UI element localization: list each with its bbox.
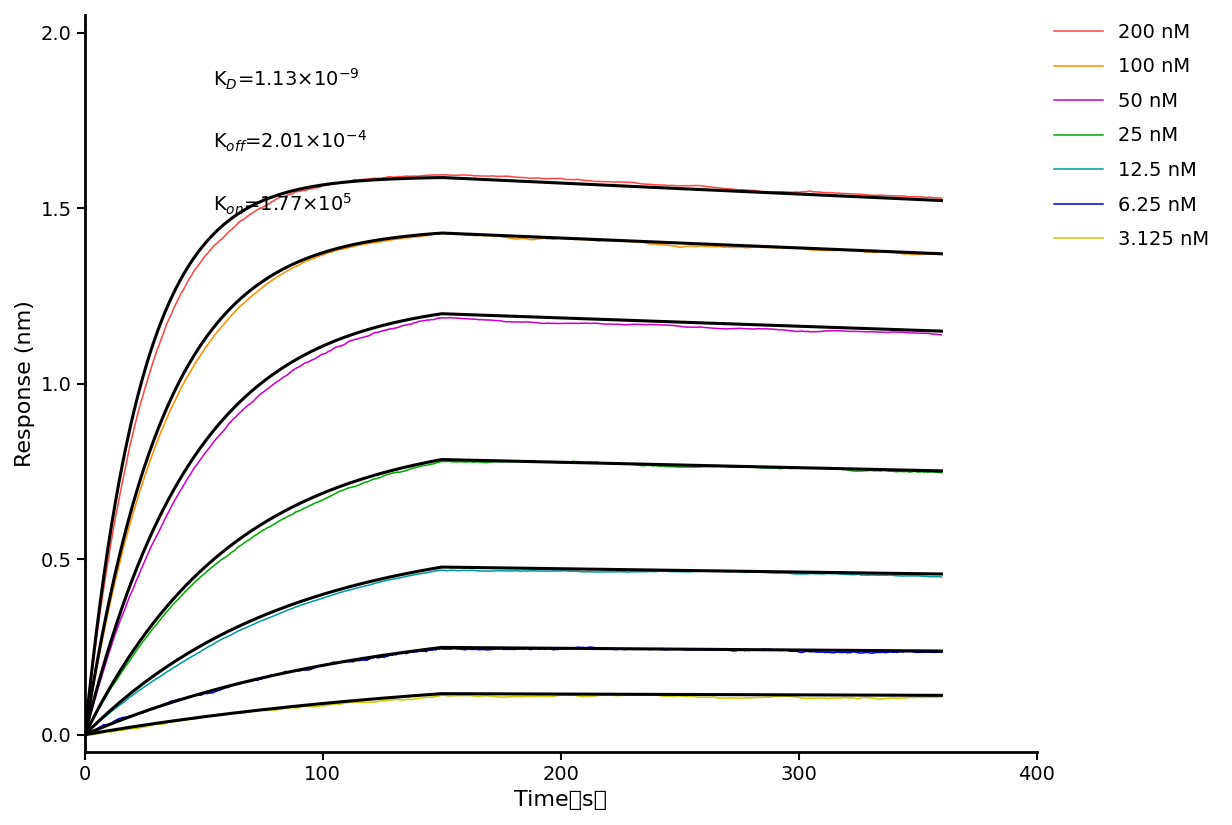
200 nM xyxy=(586,177,601,186)
12.5 nM xyxy=(586,567,601,577)
6.25 nM xyxy=(78,730,92,740)
6.25 nM xyxy=(572,642,586,652)
200 nM xyxy=(432,170,447,180)
Text: K$_{on}$=1.77×10$^5$: K$_{on}$=1.77×10$^5$ xyxy=(213,192,352,217)
3.125 nM xyxy=(250,706,265,716)
Line: 12.5 nM: 12.5 nM xyxy=(85,570,941,735)
6.25 nM xyxy=(250,676,265,686)
Line: 50 nM: 50 nM xyxy=(85,318,941,735)
Text: K$_{off}$=2.01×10$^{-4}$: K$_{off}$=2.01×10$^{-4}$ xyxy=(213,130,367,154)
6.25 nM xyxy=(934,648,949,658)
25 nM xyxy=(586,457,601,467)
6.25 nM xyxy=(439,644,453,654)
100 nM xyxy=(934,249,949,259)
12.5 nM xyxy=(78,730,92,740)
100 nM xyxy=(586,236,601,246)
25 nM xyxy=(526,455,541,465)
25 nM xyxy=(250,529,265,539)
200 nM xyxy=(707,182,722,192)
200 nM xyxy=(250,205,265,214)
Line: 3.125 nM: 3.125 nM xyxy=(85,695,941,735)
50 nM xyxy=(439,313,453,323)
Line: 6.25 nM: 6.25 nM xyxy=(85,647,941,735)
12.5 nM xyxy=(707,567,722,577)
100 nM xyxy=(78,730,92,740)
Line: 200 nM: 200 nM xyxy=(85,175,941,735)
3.125 nM xyxy=(707,692,722,702)
50 nM xyxy=(425,314,440,324)
12.5 nM xyxy=(425,567,440,577)
6.25 nM xyxy=(425,645,440,655)
200 nM xyxy=(428,170,442,180)
3.125 nM xyxy=(429,691,444,701)
50 nM xyxy=(586,318,601,328)
50 nM xyxy=(934,330,949,340)
Line: 25 nM: 25 nM xyxy=(85,460,941,735)
50 nM xyxy=(707,323,722,333)
3.125 nM xyxy=(595,690,610,700)
12.5 nM xyxy=(250,618,265,628)
3.125 nM xyxy=(586,691,601,701)
25 nM xyxy=(425,459,440,469)
25 nM xyxy=(439,456,453,466)
100 nM xyxy=(435,229,450,238)
3.125 nM xyxy=(934,692,949,702)
12.5 nM xyxy=(428,566,442,576)
3.125 nM xyxy=(440,691,455,700)
Line: 100 nM: 100 nM xyxy=(85,233,941,735)
200 nM xyxy=(440,170,455,180)
12.5 nM xyxy=(434,565,448,575)
100 nM xyxy=(428,229,442,239)
100 nM xyxy=(707,242,722,252)
Text: K$_D$=1.13×10$^{-9}$: K$_D$=1.13×10$^{-9}$ xyxy=(213,67,360,92)
200 nM xyxy=(78,730,92,740)
6.25 nM xyxy=(586,643,601,653)
50 nM xyxy=(428,314,442,324)
Legend: 200 nM, 100 nM, 50 nM, 25 nM, 12.5 nM, 6.25 nM, 3.125 nM: 200 nM, 100 nM, 50 nM, 25 nM, 12.5 nM, 6… xyxy=(1046,15,1217,257)
X-axis label: Time（s）: Time（s） xyxy=(514,790,607,810)
3.125 nM xyxy=(79,730,94,740)
12.5 nM xyxy=(440,566,455,576)
3.125 nM xyxy=(78,730,92,740)
100 nM xyxy=(440,229,455,238)
100 nM xyxy=(425,229,440,239)
6.25 nM xyxy=(707,645,722,655)
25 nM xyxy=(934,468,949,478)
100 nM xyxy=(250,287,265,297)
3.125 nM xyxy=(426,692,441,702)
50 nM xyxy=(78,730,92,740)
12.5 nM xyxy=(934,572,949,582)
25 nM xyxy=(428,459,442,469)
50 nM xyxy=(442,313,457,323)
200 nM xyxy=(425,170,440,180)
50 nM xyxy=(250,392,265,402)
25 nM xyxy=(707,462,722,472)
200 nM xyxy=(934,193,949,203)
25 nM xyxy=(78,730,92,740)
6.25 nM xyxy=(428,645,442,655)
Y-axis label: Response (nm): Response (nm) xyxy=(15,300,34,467)
